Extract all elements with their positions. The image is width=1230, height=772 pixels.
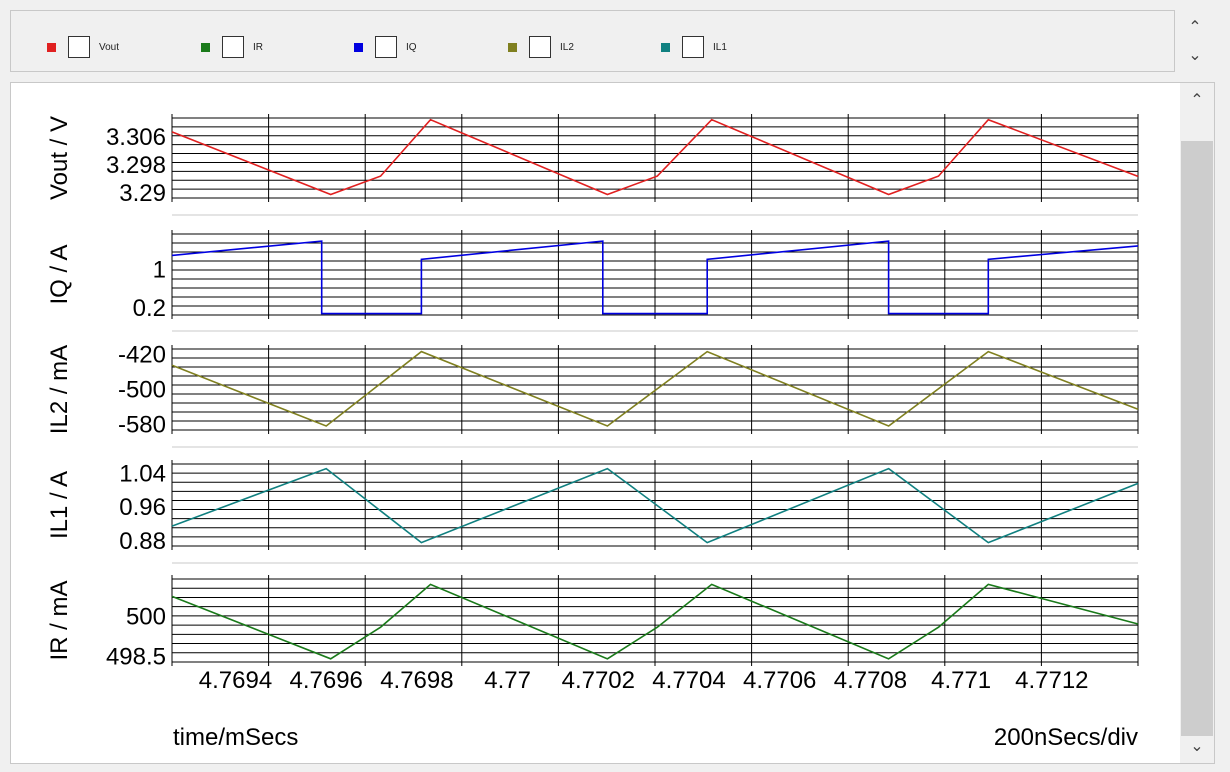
legend-label-iq: IQ <box>406 41 417 53</box>
legend-label-il2: IL2 <box>560 41 574 53</box>
y-tick-label: 500 <box>126 603 166 630</box>
y-tick-label: 1.04 <box>119 460 166 487</box>
y-axis-label: IR / mA <box>46 580 73 660</box>
legend-swatch-ir <box>201 42 210 52</box>
legend-swatch-iq <box>354 42 363 52</box>
x-tick-label: 4.7698 <box>380 667 453 694</box>
chevron-up-icon[interactable]: ⌃ <box>1188 19 1202 36</box>
legend-spinner: ⌃ ⌄ <box>1178 12 1212 70</box>
legend-bar: Vout IR IQ IL2 IL1 <box>10 10 1175 72</box>
y-axis-label: IL2 / mA <box>46 345 73 434</box>
legend-swatch-il2 <box>508 42 517 52</box>
series-line-2 <box>171 240 1139 315</box>
legend-checkbox-vout[interactable] <box>68 36 90 58</box>
series-line-1 <box>171 118 1139 196</box>
y-axis-label: Vout / V <box>46 116 73 200</box>
series-line-4 <box>171 467 1139 544</box>
y-tick-label: 0.2 <box>133 295 166 322</box>
y-axis-label: IQ / A <box>46 244 73 304</box>
x-tick-label: 4.7706 <box>743 667 816 694</box>
x-tick-label: 4.7704 <box>652 667 725 694</box>
x-tick-label: 4.7712 <box>1015 667 1088 694</box>
y-tick-label: 0.96 <box>119 494 166 521</box>
x-tick-label: 4.7696 <box>289 667 362 694</box>
chevron-up-icon[interactable]: ⌃ <box>1190 92 1204 109</box>
legend-swatch-il1 <box>661 42 670 52</box>
vertical-scrollbar[interactable]: ⌃ ⌄ <box>1180 83 1214 763</box>
y-tick-label: 1 <box>153 257 166 284</box>
y-tick-label: -580 <box>118 412 166 439</box>
x-tick-label: 4.7694 <box>199 667 272 694</box>
legend-checkbox-ir[interactable] <box>222 36 244 58</box>
legend-item-vout: Vout <box>47 35 119 59</box>
legend-swatch-vout <box>47 42 56 52</box>
legend-label-ir: IR <box>253 41 263 53</box>
y-tick-label: 3.306 <box>106 124 166 151</box>
series-line-5 <box>171 583 1139 660</box>
y-tick-label: 3.29 <box>119 180 166 207</box>
x-axis-label: time/mSecs <box>173 724 299 751</box>
y-tick-label: -500 <box>118 377 166 404</box>
legend-label-il1: IL1 <box>713 41 727 53</box>
legend-item-ir: IR <box>201 35 263 59</box>
x-tick-label: 4.771 <box>931 667 991 694</box>
y-tick-label: -420 <box>118 341 166 368</box>
legend-item-il1: IL1 <box>661 35 727 59</box>
legend-checkbox-il1[interactable] <box>682 36 704 58</box>
y-tick-label: 498.5 <box>106 644 166 671</box>
scrollbar-thumb[interactable] <box>1181 141 1213 736</box>
x-tick-label: 4.77 <box>484 667 531 694</box>
legend-checkbox-il2[interactable] <box>529 36 551 58</box>
y-axis-label: IL1 / A <box>46 471 73 539</box>
x-tick-label: 4.7702 <box>562 667 635 694</box>
legend-checkbox-iq[interactable] <box>375 36 397 58</box>
series-line-3 <box>171 350 1139 427</box>
legend-item-il2: IL2 <box>508 35 574 59</box>
y-tick-label: 3.298 <box>106 152 166 179</box>
time-per-division-label: 200nSecs/div <box>993 724 1138 751</box>
x-tick-label: 4.7708 <box>834 667 907 694</box>
chevron-down-icon[interactable]: ⌄ <box>1190 738 1204 755</box>
chevron-down-icon[interactable]: ⌄ <box>1188 47 1202 64</box>
legend-label-vout: Vout <box>99 41 120 53</box>
legend-item-iq: IQ <box>354 35 417 59</box>
y-tick-label: 0.88 <box>119 528 166 555</box>
